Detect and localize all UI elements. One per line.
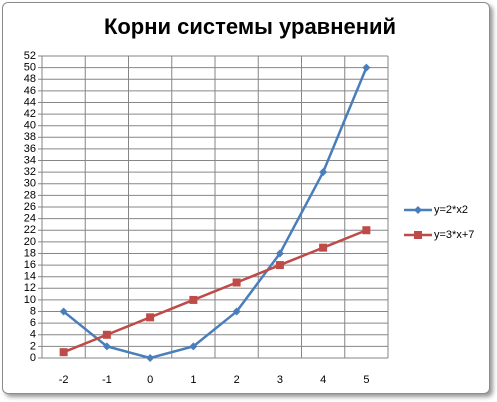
marker [319,168,328,177]
y-tick-label: 36 [24,143,36,155]
y-tick-label: 32 [24,166,36,178]
marker [102,342,111,351]
marker [414,206,422,214]
y-tick-label: 10 [24,294,36,306]
y-tick-label: 18 [24,247,36,259]
y-tick-label: 0 [30,352,36,364]
x-tick-label: 4 [320,374,326,386]
chart-title: Корни системы уравнений [104,14,396,39]
y-tick-label: 6 [30,317,36,329]
y-tick-label: 46 [24,85,36,97]
y-tick-label: 48 [24,73,36,85]
y-tick-label: 16 [24,259,36,271]
series-line [63,229,367,354]
marker [275,261,284,270]
y-tick-label: 22 [24,224,36,236]
y-tick-label: 20 [24,236,36,248]
x-tick-label: 1 [190,374,196,386]
y-tick-label: 12 [24,282,36,294]
y-tick-label: 34 [24,154,36,166]
y-tick-label: 50 [24,62,36,74]
y-tick-label: 30 [24,178,36,190]
marker [232,278,241,287]
marker [59,348,68,357]
series-line [62,67,368,360]
x-tick-label: 2 [234,374,240,386]
y-tick-label: 44 [24,96,36,108]
y-tick-label: 8 [30,305,36,317]
marker [59,307,68,316]
marker [232,307,241,316]
y-tick-label: 14 [24,271,36,283]
y-tick-label: 26 [24,201,36,213]
marker [275,249,284,258]
x-tick-label: 5 [363,374,369,386]
marker [189,342,198,351]
y-tick-label: 42 [24,108,36,120]
x-tick-label: 3 [277,374,283,386]
y-tick-label: 52 [24,50,36,62]
y-tick-label: 24 [24,213,36,225]
y-tick-label: 4 [30,329,36,341]
marker [362,226,371,235]
legend-label: y=3*x+7 [434,229,474,241]
x-tick-label: 0 [147,374,153,386]
y-tick-label: 2 [30,340,36,352]
y-tick-label: 38 [24,131,36,143]
marker [319,243,328,252]
legend-label: y=2*x2 [434,204,468,216]
y-tick-label: 40 [24,120,36,132]
marker [102,330,111,339]
marker [414,231,422,239]
x-tick-label: -2 [59,374,69,386]
marker [146,354,155,362]
marker [362,63,371,72]
marker [189,295,198,304]
x-tick-label: -1 [102,374,112,386]
y-tick-label: 28 [24,189,36,201]
marker [146,313,155,322]
